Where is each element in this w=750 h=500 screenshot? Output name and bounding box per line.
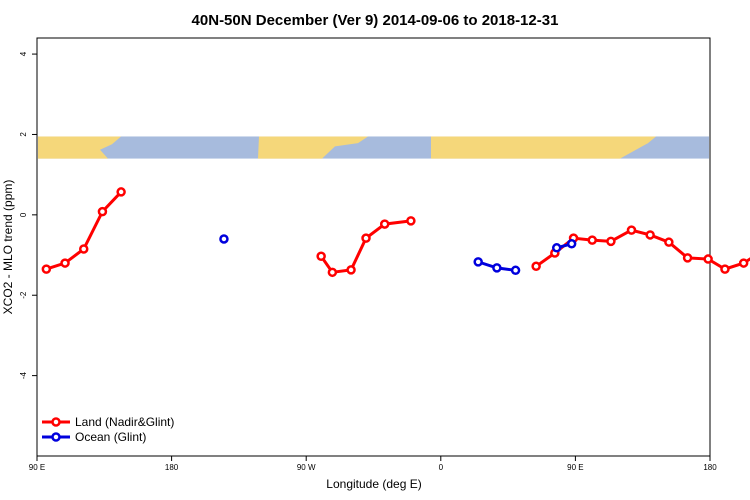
land-point (587, 235, 597, 245)
y-tick-label: -4 (19, 372, 28, 380)
x-tick-label: 90 W (297, 463, 316, 472)
y-tick-label: 4 (19, 51, 28, 56)
land-point (97, 206, 108, 217)
land-point (327, 267, 338, 278)
land-point (316, 251, 326, 261)
y-axis-label: XCO2 - MLO trend (ppm) (1, 180, 15, 315)
y-tick-label: 0 (19, 212, 28, 217)
land-point (361, 233, 371, 243)
map-land-north-america (258, 136, 368, 159)
map-land-eurasia (431, 136, 656, 159)
land-series-line (535, 228, 750, 271)
map-band (38, 136, 709, 159)
y-axis: 4 2 0 -2 -4 (19, 51, 37, 379)
x-axis: 90 E 180 90 W 0 90 E 180 (29, 456, 717, 472)
x-tick-label: 180 (165, 463, 179, 472)
plot-frame (36, 37, 711, 457)
land-point (720, 264, 730, 274)
land-point (738, 258, 749, 268)
land-point (682, 253, 693, 263)
ocean-point (510, 265, 521, 276)
land-point (703, 254, 713, 264)
land-point (346, 265, 356, 275)
land-point (41, 264, 52, 274)
land-point (406, 216, 416, 226)
land-series-line (45, 190, 123, 271)
ocean-point (551, 243, 562, 253)
legend-label: Land (Nadir&Glint) (75, 415, 174, 429)
x-tick-label: 0 (439, 463, 444, 472)
legend-marker (51, 417, 61, 427)
land-series-line (319, 219, 412, 274)
legend-label: Ocean (Glint) (75, 430, 146, 444)
land-point (645, 230, 655, 240)
series-layer (41, 187, 750, 278)
ocean-point (219, 234, 229, 244)
legend-marker (51, 432, 61, 442)
y-tick-label: 2 (19, 132, 28, 137)
legend: Land (Nadir&Glint)Ocean (Glint) (42, 415, 174, 444)
x-tick-label: 90 E (29, 463, 45, 472)
y-tick-label: -2 (19, 291, 28, 299)
land-point (531, 261, 541, 272)
x-tick-label: 90 E (567, 463, 583, 472)
map-land-asia (38, 136, 121, 159)
land-point (116, 187, 126, 197)
land-point (78, 244, 89, 254)
ocean-point (492, 263, 502, 273)
x-axis-label: Longitude (deg E) (326, 477, 421, 491)
land-point (60, 258, 70, 268)
x-tick-label: 180 (703, 463, 717, 472)
ocean-point (473, 257, 483, 267)
ocean-point (566, 239, 577, 249)
land-point (606, 236, 616, 247)
chart-title: 40N-50N December (Ver 9) 2014-09-06 to 2… (192, 12, 559, 29)
land-point (664, 237, 674, 247)
land-point (626, 225, 637, 235)
land-point (379, 219, 390, 229)
